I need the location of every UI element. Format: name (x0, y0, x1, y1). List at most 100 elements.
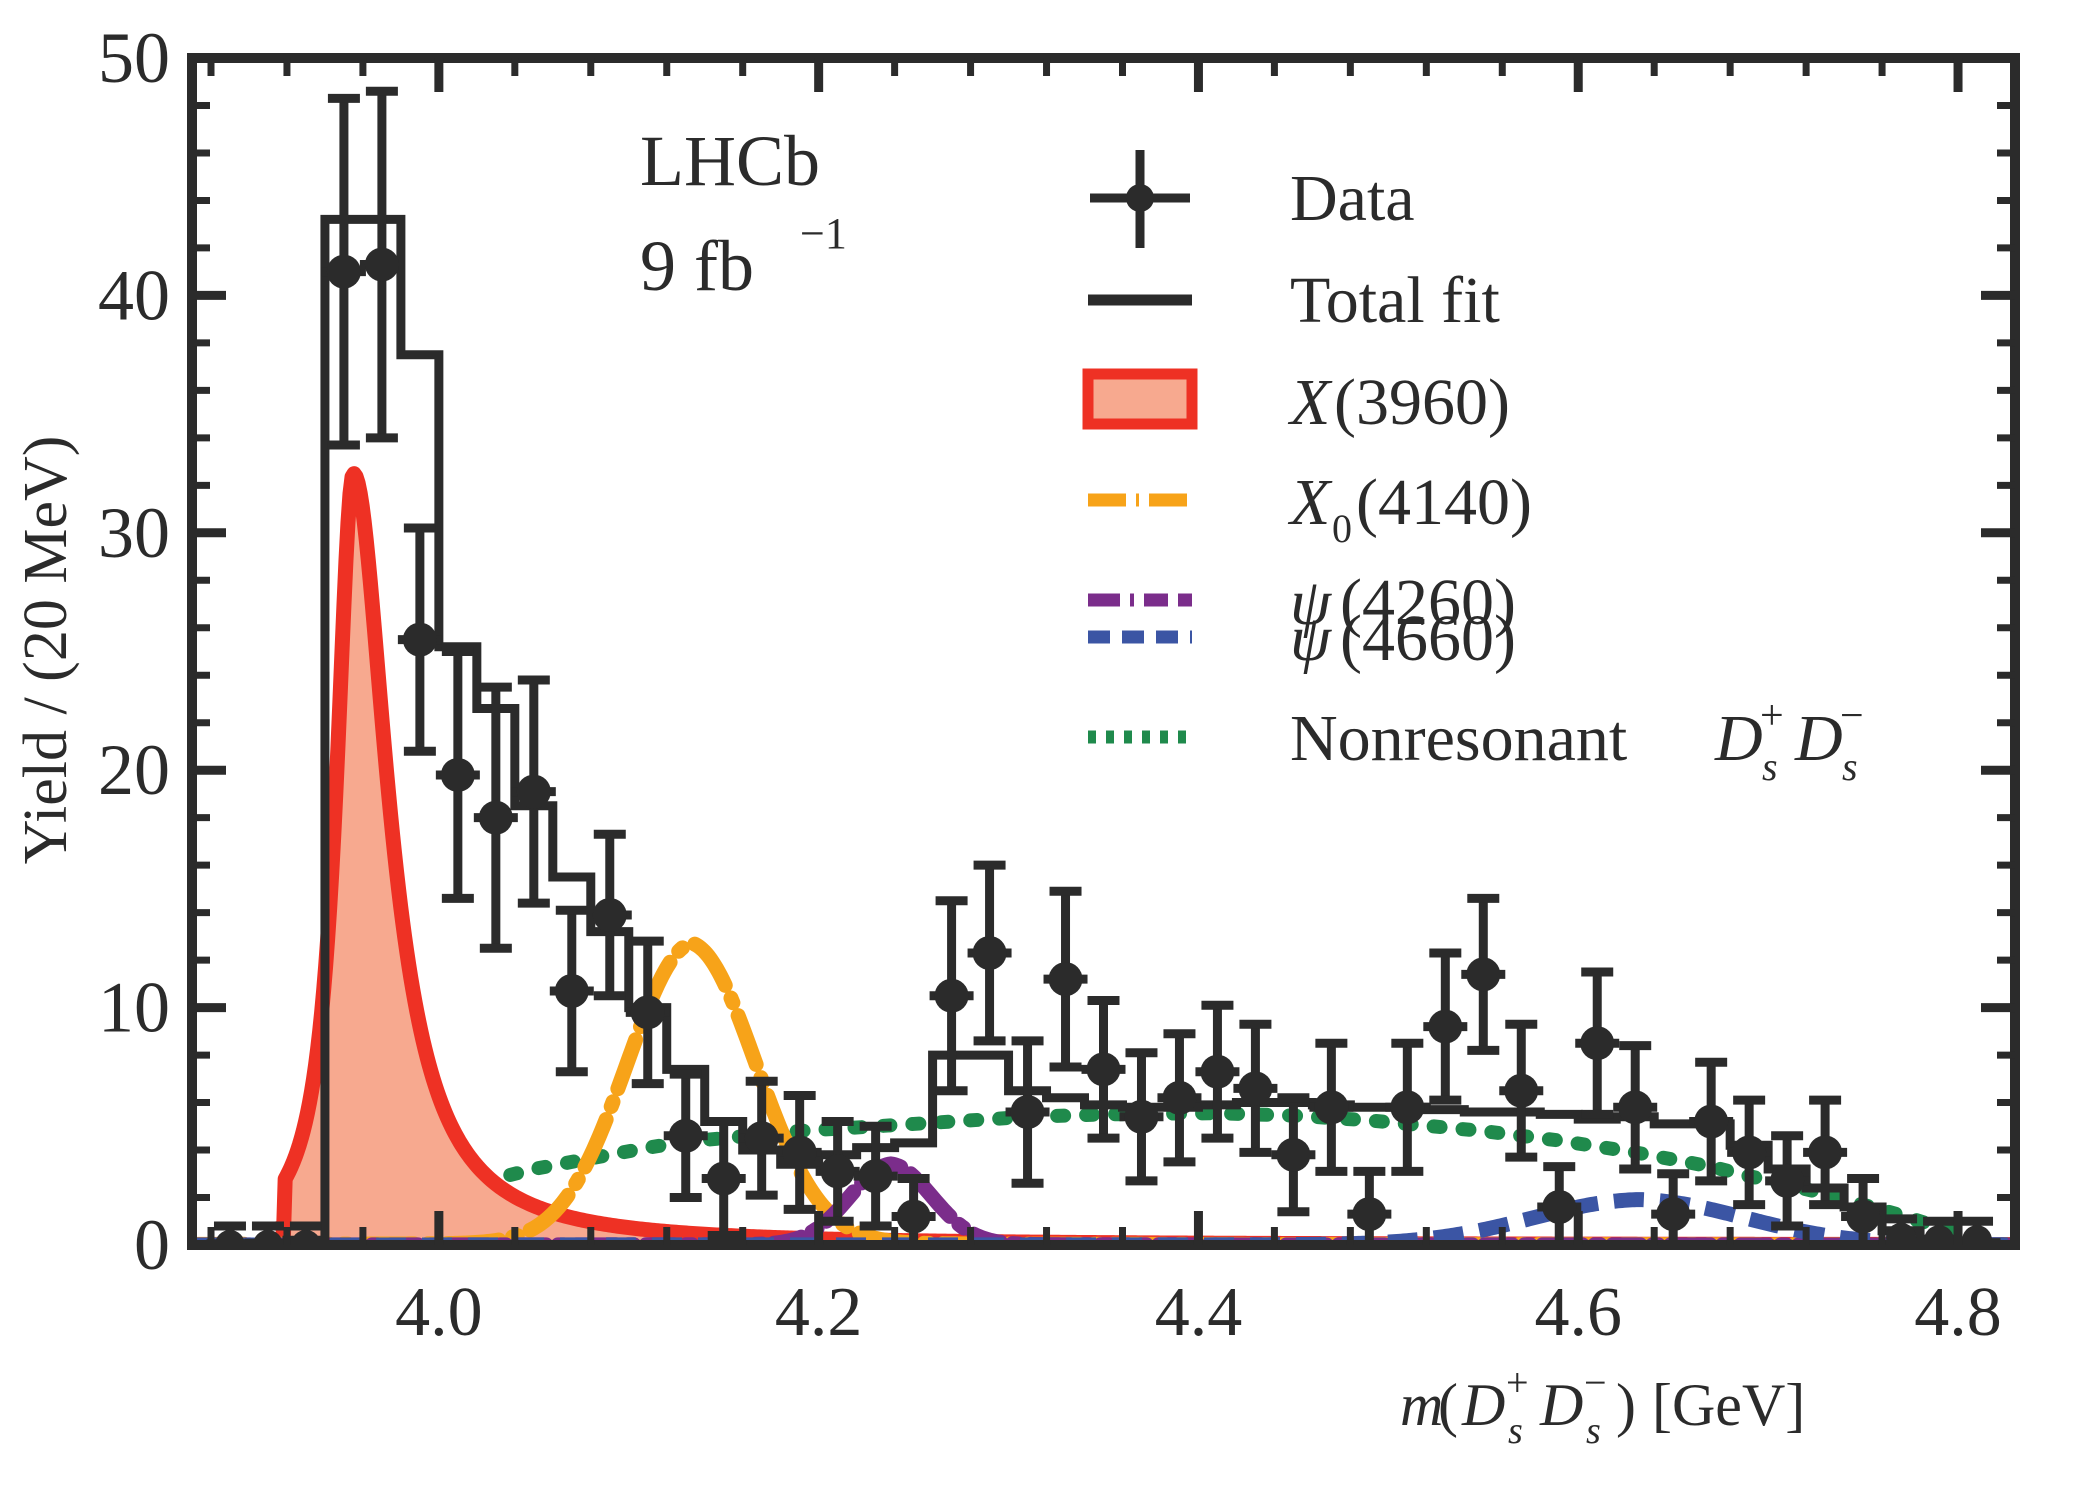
data-point-marker (364, 247, 399, 282)
legend-label-x0-4140-value: (4140) (1356, 466, 1532, 539)
data-point-marker (1048, 962, 1083, 997)
x-axis-title-sub2: s (1586, 1410, 1601, 1452)
y-tick-label: 30 (98, 493, 170, 573)
data-point-marker (1314, 1090, 1349, 1125)
x-axis-title-unit: [GeV] (1652, 1372, 1805, 1438)
x-tick-label: 4.4 (1155, 1274, 1243, 1351)
luminosity-exponent: −1 (800, 209, 847, 258)
data-point-marker (1352, 1197, 1387, 1232)
data-point-marker (972, 935, 1007, 970)
legend-item-nonresonant[interactable]: Nonresonant D s + D s − (1088, 693, 1864, 789)
data-point-marker (1886, 1222, 1917, 1245)
x-tick-label: 4.6 (1534, 1274, 1622, 1351)
legend-label-nonres-sup1: + (1760, 693, 1784, 739)
data-marker-icon (1090, 150, 1190, 248)
legend-label-total-fit: Total fit (1290, 264, 1500, 337)
x-axis-title-D2: D (1539, 1372, 1583, 1438)
data-point-marker (402, 622, 437, 657)
x-axis-title-paren-close: ) (1616, 1372, 1636, 1438)
x-tick-label: 4.2 (775, 1274, 863, 1351)
y-tick-label: 40 (98, 255, 170, 335)
data-point-marker (516, 774, 551, 809)
data-point-marker (1010, 1095, 1045, 1130)
data-point-marker (1770, 1163, 1805, 1198)
data-point-marker (668, 1118, 703, 1153)
data-point-marker (1238, 1071, 1273, 1106)
legend-label-x0-4140-subscript: 0 (1332, 506, 1352, 551)
y-tick-label: 0 (134, 1205, 170, 1285)
data-point-marker (896, 1199, 931, 1234)
legend: Data Total fit X (3960) X 0 (4140) (1082, 150, 1864, 789)
data-point-marker (744, 1121, 779, 1156)
y-tick-label: 50 (98, 18, 170, 98)
nonresonant-curve (222, 1106, 1985, 1245)
data-point-marker (1694, 1104, 1729, 1139)
data-point-marker (858, 1159, 893, 1194)
axis-frame-rect (187, 53, 2020, 1250)
legend-item-psi-4260[interactable]: ψ (4260) (1088, 566, 1516, 639)
data-point-marker (478, 800, 513, 835)
legend-label-x3960-symbol: X (1287, 366, 1333, 439)
legend-item-psi-4660[interactable]: ψ (4660) (1088, 602, 1516, 675)
y-tick-label: 20 (98, 730, 170, 810)
legend-item-x3960[interactable]: X (3960) (1082, 366, 1510, 439)
legend-label-nonres-D1: D (1714, 702, 1763, 775)
data-point-marker (554, 973, 589, 1008)
legend-label-nonres-sup2: − (1840, 693, 1864, 739)
x-tick-label: 4.0 (395, 1274, 483, 1351)
data-point-marker (706, 1161, 741, 1196)
data-point-marker (934, 978, 969, 1013)
x-axis-title-sup1: + (1506, 1360, 1529, 1405)
data-point-marker (1124, 1099, 1159, 1134)
x-axis-title-sub1: s (1508, 1410, 1523, 1452)
luminosity-label: 9 fb (640, 226, 754, 306)
x-axis-title-m: m (1400, 1372, 1443, 1438)
x-axis-title: m ( D s + D s − ) [GeV] (1400, 1360, 1805, 1452)
y-axis-title: Yield / (20 MeV) (12, 436, 80, 865)
legend-label-nonresonant-word: Nonresonant (1290, 702, 1627, 775)
x-tick-label: 4.8 (1914, 1274, 2002, 1351)
data-point-marker (782, 1135, 817, 1170)
data-point-marker (1162, 1080, 1197, 1115)
data-point-marker (630, 995, 665, 1030)
data-point-marker (1656, 1197, 1691, 1232)
data-point-marker (1618, 1090, 1653, 1125)
data-point-marker (1466, 957, 1501, 992)
legend-label-x0-4140-symbol: X (1287, 466, 1333, 539)
legend-label-nonres-sub2: s (1842, 744, 1858, 789)
x-axis-title-sup2: − (1584, 1360, 1607, 1405)
data-point-marker (1086, 1052, 1121, 1087)
data-point-marker (1390, 1090, 1425, 1125)
data-point-marker (1808, 1135, 1843, 1170)
nonresonant-dotted-line (222, 1106, 1985, 1245)
data-point-marker (326, 254, 361, 289)
data-point-marker (1732, 1135, 1767, 1170)
total-fit-step-line (206, 214, 2001, 1245)
data-point-marker (592, 898, 627, 933)
legend-item-total-fit[interactable]: Total fit (1088, 264, 1500, 337)
legend-label-x3960-value: (3960) (1334, 366, 1510, 439)
data-point-marker (1542, 1190, 1577, 1225)
data-point-marker (1504, 1073, 1539, 1108)
x-axis-title-paren-open: ( (1438, 1372, 1458, 1438)
plot-frame (187, 53, 2020, 1250)
legend-item-x0-4140[interactable]: X 0 (4140) (1088, 466, 1532, 551)
legend-label-psi-4660-value: (4660) (1340, 602, 1516, 675)
data-point-marker (1276, 1137, 1311, 1172)
data-point-marker (1580, 1026, 1615, 1061)
x-axis-title-D1: D (1461, 1372, 1505, 1438)
experiment-label: LHCb (640, 121, 820, 201)
y-axis-tick-labels: 0 10 20 30 40 50 (98, 18, 170, 1285)
data-point-marker (820, 1154, 855, 1189)
legend-label-psi-4660-symbol: ψ (1290, 602, 1332, 675)
total-fit-histogram (206, 214, 2001, 1245)
x3960-fill-area (283, 473, 2015, 1245)
data-points-with-errorbars (213, 86, 1994, 1245)
data-point-marker (440, 757, 475, 792)
legend-item-data[interactable]: Data (1090, 150, 1415, 248)
lhcb-annotation: LHCb 9 fb −1 (640, 121, 847, 306)
legend-label-psi-4260-symbol: ψ (1290, 566, 1332, 639)
